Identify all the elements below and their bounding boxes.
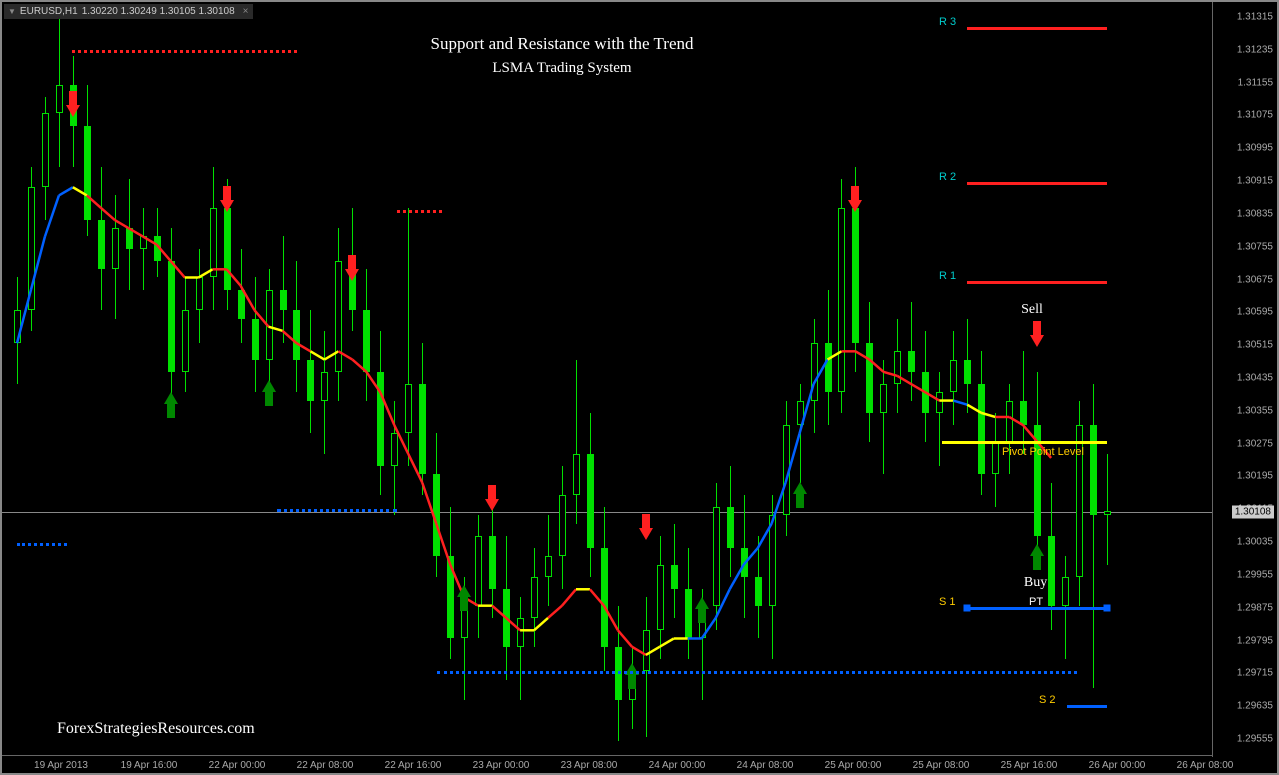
chart-header: ▼ EURUSD,H1 1.30220 1.30249 1.30105 1.30… [4, 4, 253, 19]
sell-arrow-icon [639, 528, 653, 540]
x-axis-label: 25 Apr 00:00 [825, 760, 882, 771]
buy-arrow-icon [695, 597, 709, 609]
sell-arrow-icon [1030, 335, 1044, 347]
x-axis-label: 22 Apr 00:00 [209, 760, 266, 771]
x-axis-label: 19 Apr 2013 [34, 760, 88, 771]
x-axis-label: 25 Apr 16:00 [1001, 760, 1058, 771]
sell-arrow-icon [485, 499, 499, 511]
s1-marker [1104, 604, 1111, 611]
sr-dotted-band [277, 509, 397, 512]
chart-plot-area[interactable]: R 3 R 2 R 1 Pivot Point Level S 1 PT S 2 Sell Bu… [2, 2, 1212, 757]
sr-label-s1: S 1 [939, 596, 956, 608]
x-axis-label: 25 Apr 08:00 [913, 760, 970, 771]
buy-arrow-icon [457, 585, 471, 597]
sr-label-r3: R 3 [939, 16, 956, 28]
y-axis-label: 1.30755 [1237, 241, 1273, 252]
sr-level-pivot [942, 441, 1107, 444]
y-axis-label: 1.30355 [1237, 405, 1273, 416]
x-axis-label: 24 Apr 00:00 [649, 760, 706, 771]
y-axis-label: 1.29795 [1237, 635, 1273, 646]
x-axis-label: 26 Apr 08:00 [1177, 760, 1234, 771]
sr-dotted-band [437, 671, 1077, 674]
annotation-sell: Sell [1021, 302, 1043, 318]
sr-dotted-band [397, 210, 442, 213]
symbol-label: EURUSD,H1 [20, 6, 78, 17]
annotation-buy: Buy [1024, 575, 1047, 591]
buy-arrow-icon [793, 482, 807, 494]
y-axis-label: 1.30915 [1237, 176, 1273, 187]
sell-arrow-icon [220, 200, 234, 212]
y-axis-label: 1.29635 [1237, 701, 1273, 712]
x-axis-label: 24 Apr 08:00 [737, 760, 794, 771]
sr-label-s2: S 2 [1039, 694, 1056, 706]
y-axis-label: 1.29555 [1237, 734, 1273, 745]
x-axis: 19 Apr 2013 19 Apr 16:00 22 Apr 00:00 22 Ap… [2, 755, 1212, 773]
y-axis-label: 1.31075 [1237, 110, 1273, 121]
y-axis-label: 1.30515 [1237, 340, 1273, 351]
sr-level-r1 [967, 281, 1107, 284]
current-price-tag: 1.30108 [1232, 506, 1274, 519]
watermark: ForexStrategiesResources.com [57, 720, 255, 738]
chart-container: ▼ EURUSD,H1 1.30220 1.30249 1.30105 1.30… [2, 2, 1277, 773]
sell-arrow-icon [66, 105, 80, 117]
x-axis-label: 22 Apr 16:00 [385, 760, 442, 771]
sell-arrow-icon [345, 269, 359, 281]
sr-level-s2 [1067, 705, 1107, 708]
sr-label-r2: R 2 [939, 171, 956, 183]
s1-marker [964, 604, 971, 611]
dropdown-icon[interactable]: ▼ [8, 7, 16, 16]
quotes-label: 1.30220 1.30249 1.30105 1.30108 [82, 6, 235, 17]
y-axis-label: 1.31155 [1238, 77, 1273, 88]
y-axis-label: 1.31235 [1237, 44, 1273, 55]
y-axis-label: 1.30195 [1237, 471, 1273, 482]
y-axis-label: 1.30995 [1237, 143, 1273, 154]
sr-level-r3 [967, 27, 1107, 30]
y-axis-label: 1.30595 [1237, 307, 1273, 318]
x-axis-label: 23 Apr 08:00 [561, 760, 618, 771]
buy-arrow-icon [1030, 544, 1044, 556]
current-price-line [2, 512, 1212, 513]
y-axis-label: 1.30835 [1237, 208, 1273, 219]
sr-label-r1: R 1 [939, 270, 956, 282]
y-axis-label: 1.29875 [1237, 602, 1273, 613]
x-axis-label: 26 Apr 00:00 [1089, 760, 1146, 771]
y-axis-label: 1.31315 [1237, 12, 1273, 23]
y-axis-label: 1.30275 [1237, 438, 1273, 449]
x-axis-label: 22 Apr 08:00 [297, 760, 354, 771]
buy-arrow-icon [262, 380, 276, 392]
sr-dotted-band [72, 50, 297, 53]
x-axis-label: 23 Apr 00:00 [473, 760, 530, 771]
pt-label: PT [1029, 596, 1043, 608]
x-axis-label: 19 Apr 16:00 [121, 760, 178, 771]
sell-arrow-icon [848, 200, 862, 212]
y-axis-label: 1.30675 [1237, 274, 1273, 285]
chart-title-2: LSMA Trading System [492, 60, 631, 77]
chart-title-1: Support and Resistance with the Trend [430, 34, 693, 54]
sr-level-r2 [967, 182, 1107, 185]
y-axis-label: 1.30035 [1237, 537, 1273, 548]
buy-arrow-icon [164, 392, 178, 404]
sr-dotted-band [17, 543, 67, 546]
y-axis: 1.31315 1.31235 1.31155 1.31075 1.30995 1.309… [1212, 2, 1277, 757]
sr-label-pivot: Pivot Point Level [1002, 446, 1084, 458]
close-icon[interactable]: × [243, 6, 249, 17]
y-axis-label: 1.29715 [1237, 668, 1273, 679]
y-axis-label: 1.29955 [1237, 569, 1273, 580]
y-axis-label: 1.30435 [1237, 373, 1273, 384]
